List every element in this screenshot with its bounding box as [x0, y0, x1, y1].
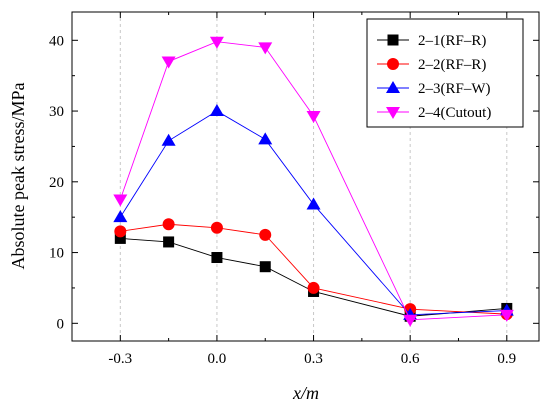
data-point	[258, 132, 273, 145]
data-point	[259, 228, 272, 241]
legend-marker	[386, 107, 400, 119]
y-tick-label: 10	[49, 246, 64, 262]
legend-label: 2–3(RF–W)	[418, 81, 491, 97]
x-axis-title: x/m	[292, 383, 319, 403]
legend-item: 2–4(Cutout)	[377, 105, 491, 121]
y-tick-label: 0	[57, 316, 65, 332]
y-axis-title: Absolute peak stress/MPa	[8, 83, 28, 270]
data-point	[210, 221, 223, 234]
data-point	[114, 225, 127, 238]
legend-item: 2–1(RF–R)	[377, 33, 486, 49]
axis-ticks: -0.3 0.0 0.3 0.6 0.9 0 10 20 30 40	[49, 12, 539, 367]
data-point	[163, 236, 175, 248]
series-4	[113, 36, 514, 327]
data-point	[162, 218, 175, 231]
data-point	[306, 111, 321, 124]
data-point	[258, 42, 273, 55]
data-point	[307, 281, 320, 294]
legend-marker	[386, 81, 400, 93]
legend: 2–1(RF–R) 2–2(RF–R) 2–3(RF–W) 2–4(Cutout)	[366, 18, 524, 128]
y-tick-label: 20	[49, 175, 64, 191]
legend-item: 2–3(RF–W)	[377, 81, 491, 97]
data-point	[161, 56, 176, 69]
data-point	[499, 309, 514, 322]
legend-label: 2–2(RF–R)	[418, 57, 486, 73]
x-tick-label: 0.6	[401, 351, 420, 367]
data-point	[306, 197, 321, 210]
data-point	[403, 314, 418, 327]
legend-marker	[387, 34, 399, 46]
data-point	[113, 194, 128, 207]
series-layer	[113, 36, 514, 327]
data-point	[209, 36, 224, 49]
data-point	[114, 232, 126, 244]
x-tick-label: 0.3	[304, 351, 323, 367]
x-tick-label: 0.9	[497, 351, 516, 367]
x-tick-label: -0.3	[108, 351, 132, 367]
plot-frame	[71, 11, 540, 342]
y-tick-label: 40	[49, 33, 64, 49]
legend-label: 2–4(Cutout)	[418, 105, 491, 121]
data-point	[259, 261, 271, 273]
legend-item: 2–2(RF–R)	[377, 57, 486, 73]
data-point	[161, 133, 176, 146]
y-tick-label: 30	[49, 104, 64, 120]
series-2	[114, 218, 513, 321]
legend-marker	[387, 58, 399, 70]
data-point	[211, 252, 223, 264]
legend-label: 2–1(RF–R)	[418, 33, 486, 49]
x-tick-label: 0.0	[208, 351, 227, 367]
data-point	[113, 210, 128, 223]
data-point	[209, 104, 224, 117]
